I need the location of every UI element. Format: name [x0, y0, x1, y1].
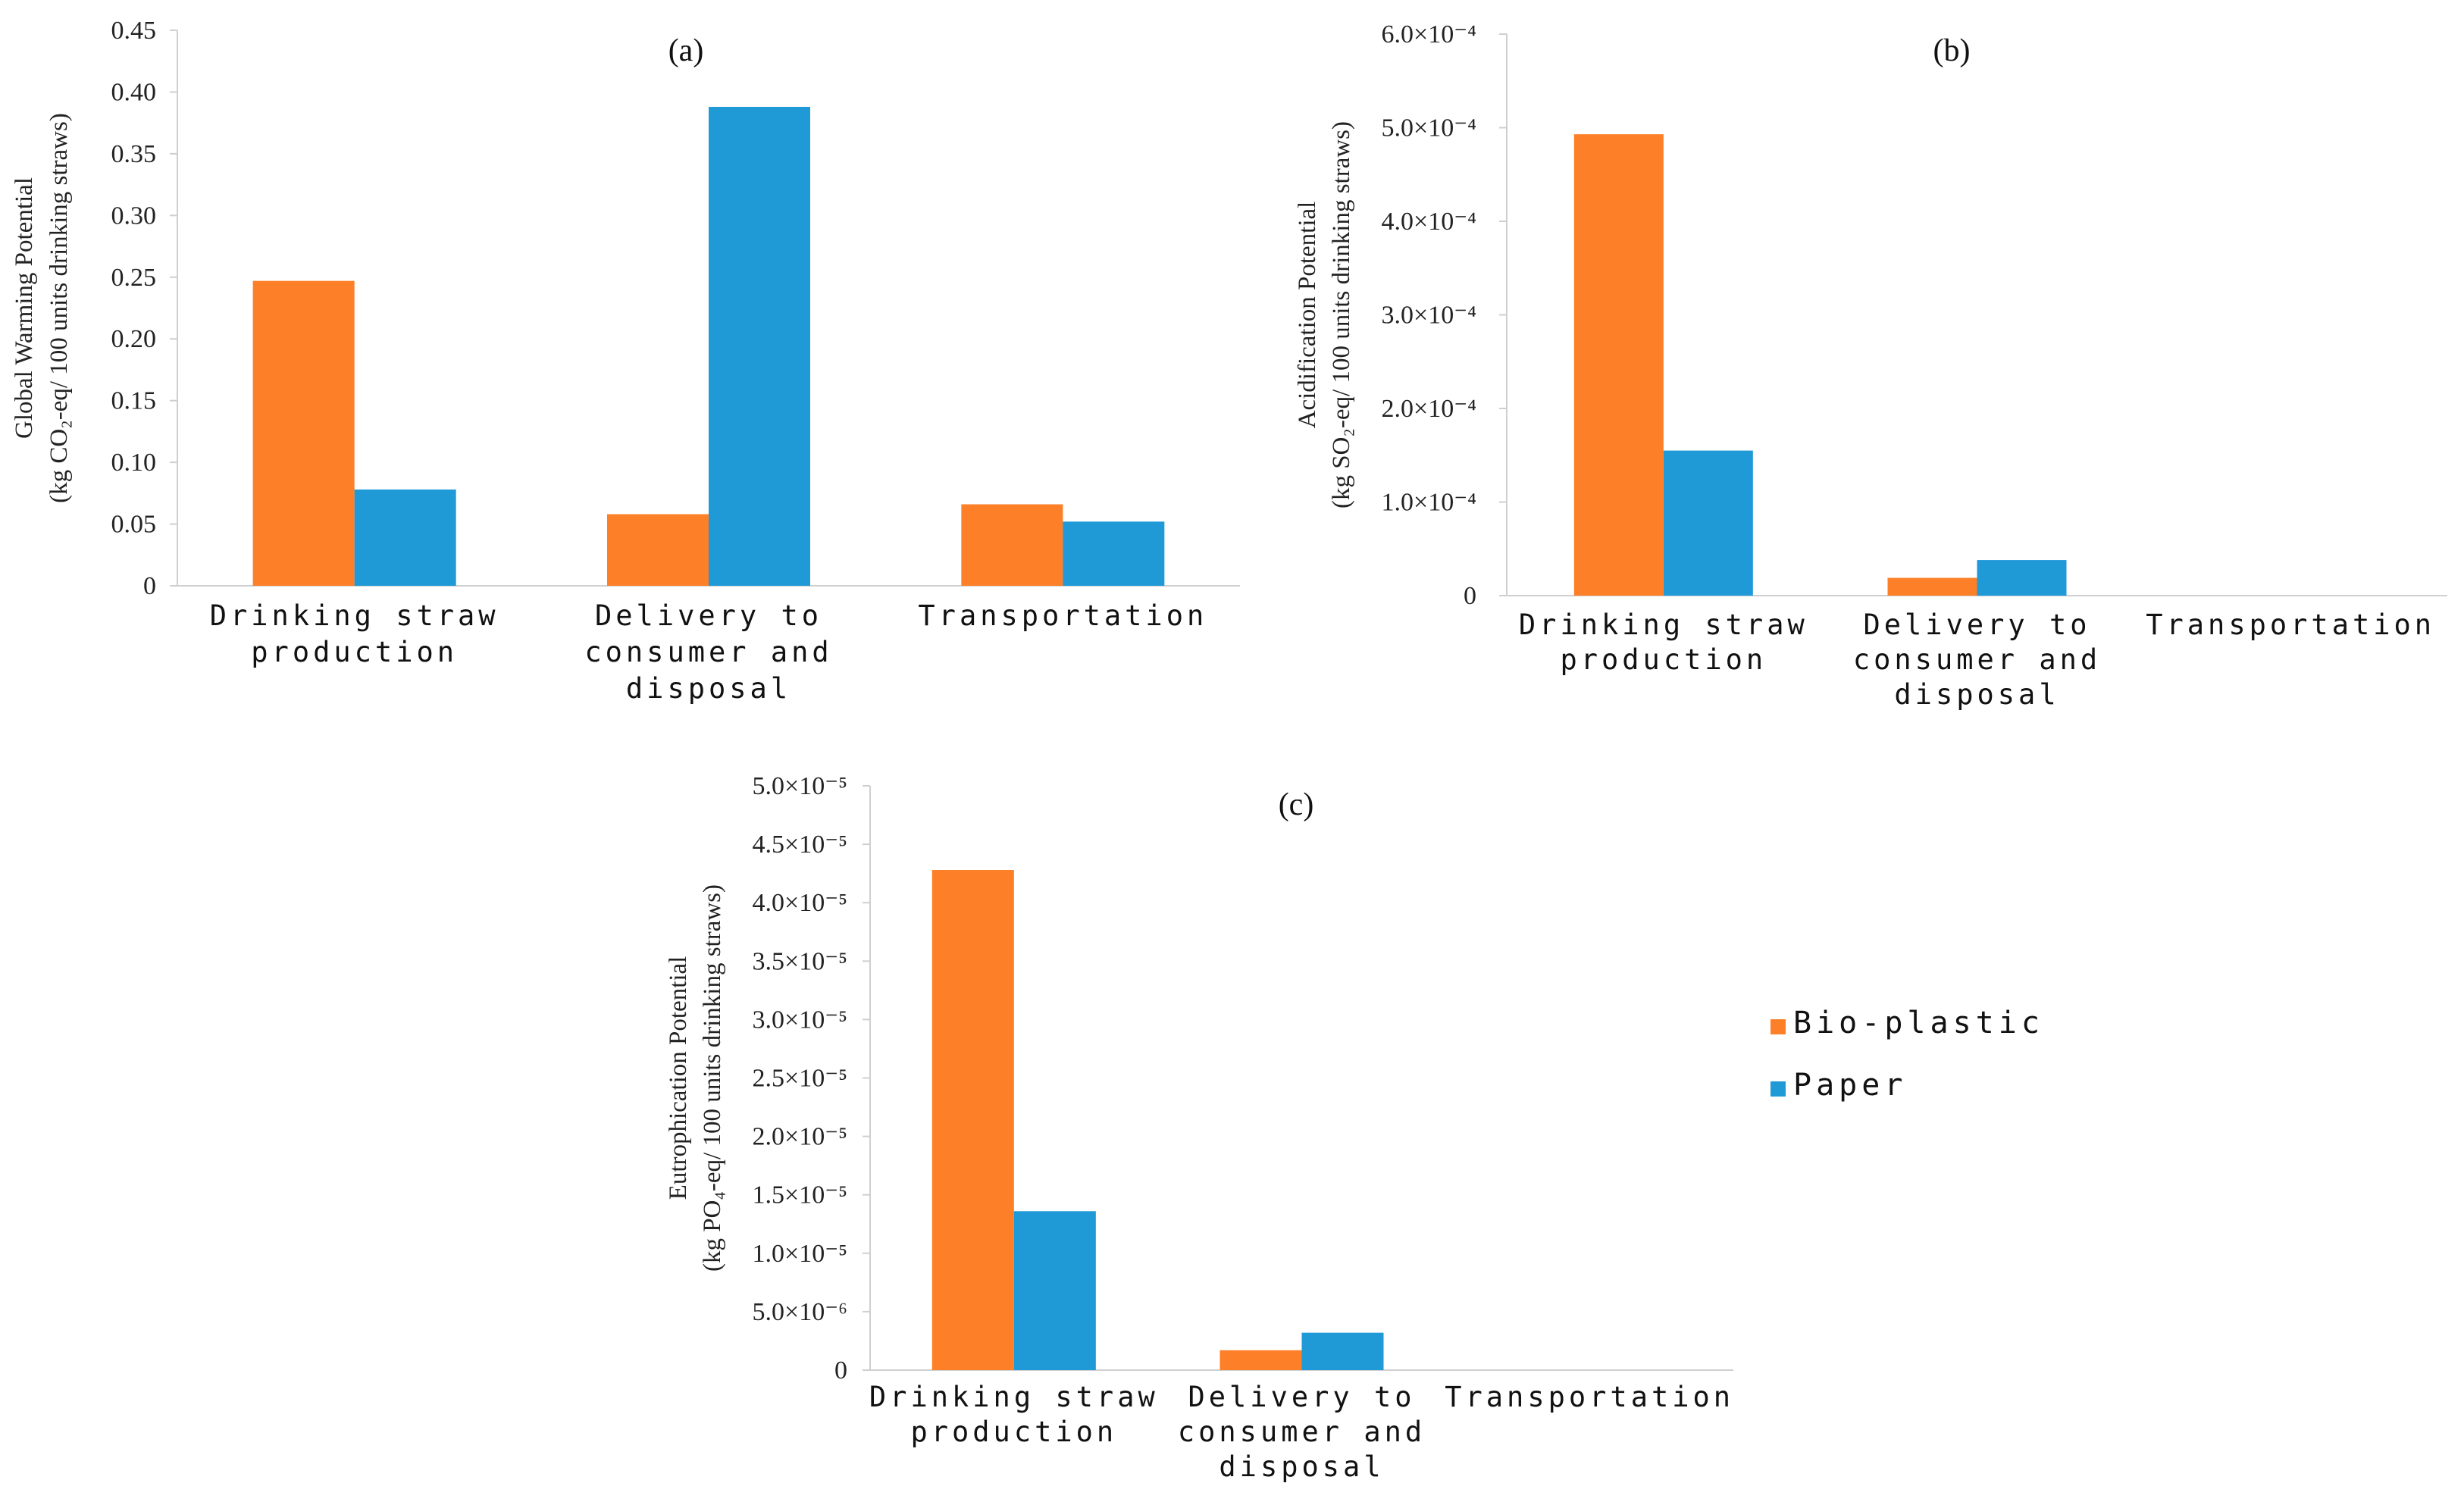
category-label: disposal [1894, 678, 2059, 711]
legend-label-paper: Paper [1793, 1068, 1907, 1103]
y-tick-label: 5.0×10⁻⁴ [1382, 114, 1476, 142]
category-label: disposal [626, 672, 791, 705]
category-label: production [251, 636, 458, 668]
y-axis-title: Acidification Potential [1294, 202, 1321, 429]
y-tick-label: 0.45 [111, 17, 157, 45]
category-label: consumer and [1853, 643, 2101, 676]
bar-paper-1 [1013, 1211, 1096, 1370]
panel-c: 0 5.0×10⁻⁶ 1.0×10⁻⁵ 1.5×10⁻⁵ 2.0×10⁻⁵ 2.5×10⁻… [665, 772, 1734, 1483]
y-tick-label: 0 [1464, 582, 1476, 610]
y-tick-label: 0.30 [111, 202, 157, 230]
bar-paper-1 [354, 489, 456, 586]
bar-paper-2 [709, 106, 810, 587]
y-tick-label: 2.5×10⁻⁵ [753, 1065, 847, 1093]
panel-title: (a) [668, 33, 704, 68]
category-label: Transportation [918, 599, 1207, 632]
y-tick-label: 0.05 [111, 511, 157, 539]
y-tick-label: 5.0×10⁻⁵ [753, 772, 847, 800]
category-label: consumer and [584, 636, 832, 668]
y-tick-label: 2.0×10⁻⁴ [1382, 395, 1476, 423]
category-label: Transportation [1445, 1381, 1734, 1413]
y-tick-label: 6.0×10⁻⁴ [1382, 20, 1476, 48]
category-label: production [910, 1416, 1117, 1448]
y-tick-label: 0 [143, 572, 156, 600]
category-label: Delivery to [1863, 609, 2090, 641]
category-label: consumer and [1178, 1416, 1426, 1448]
y-tick-label: 1.5×10⁻⁵ [753, 1181, 847, 1209]
category-label: Delivery to [1188, 1381, 1415, 1413]
y-tick-label: 5.0×10⁻⁶ [753, 1298, 847, 1326]
y-tick-label: 3.0×10⁻⁴ [1382, 302, 1476, 330]
category-label: disposal [1219, 1450, 1384, 1483]
y-tick-label: 4.0×10⁻⁴ [1382, 208, 1476, 236]
y-tick-label: 2.0×10⁻⁵ [753, 1123, 847, 1151]
panel-title: (c) [1279, 787, 1314, 822]
bar-bio-plastic-1 [252, 280, 355, 586]
y-tick-label: 0.25 [111, 264, 157, 292]
category-label: Drinking straw [210, 599, 499, 632]
y-axis-subtitle: (kg CO₂-eq/ 100 units drinking straws) [45, 113, 73, 503]
y-axis-title: Global Warming Potential [11, 177, 38, 439]
y-tick-label: 4.5×10⁻⁵ [753, 831, 847, 859]
y-tick-label: 0.10 [111, 449, 157, 477]
category-label: production [1560, 643, 1767, 676]
bar-paper-3 [1063, 521, 1165, 586]
bar-paper-2 [1977, 560, 2067, 596]
y-tick-label: 0.15 [111, 387, 157, 415]
category-label: Drinking straw [869, 1381, 1159, 1413]
panel-title: (b) [1933, 33, 1971, 68]
y-tick-label: 0.20 [111, 325, 157, 353]
category-label: Transportation [2146, 609, 2435, 641]
bar-paper-2 [1301, 1332, 1384, 1370]
bar-bio-plastic-2 [607, 514, 709, 586]
y-tick-label: 1.0×10⁻⁴ [1382, 489, 1476, 517]
y-tick-label: 3.5×10⁻⁵ [753, 947, 847, 975]
bar-bio-plastic-1 [931, 870, 1014, 1370]
y-axis-title: Eutrophication Potential [665, 956, 692, 1200]
y-tick-label: 0.35 [111, 140, 157, 168]
bar-paper-1 [1663, 450, 1753, 596]
y-tick-label: 3.0×10⁻⁵ [753, 1006, 847, 1034]
y-tick-label: 0 [834, 1356, 847, 1385]
panel-a: 0 0.05 0.10 0.15 0.20 0.25 0.30 0.35 0.40 0.45 Dri… [11, 17, 1240, 705]
panel-b: 0 1.0×10⁻⁴ 2.0×10⁻⁴ 3.0×10⁻⁴ 4.0×10⁻⁴ 5.0×10⁻… [1294, 20, 2447, 711]
y-axis-subtitle: (kg SO₂-eq/ 100 units drinking straws) [1328, 121, 1355, 508]
y-tick-label: 4.0×10⁻⁵ [753, 889, 847, 917]
legend-swatch-bio-plastic [1771, 1019, 1786, 1034]
legend-swatch-paper [1771, 1081, 1786, 1097]
y-tick-label: 1.0×10⁻⁵ [753, 1240, 847, 1268]
category-label: Delivery to [595, 599, 822, 632]
category-label: Drinking straw [1519, 609, 1808, 641]
bar-bio-plastic-1 [1573, 134, 1664, 596]
y-axis-subtitle: (kg PO₄-eq/ 100 units drinking straws) [699, 884, 726, 1272]
bar-bio-plastic-2 [1219, 1350, 1302, 1370]
bar-bio-plastic-3 [961, 504, 1063, 586]
legend: Bio-plastic Paper [1771, 1006, 2044, 1103]
legend-label-bio-plastic: Bio-plastic [1793, 1006, 2044, 1040]
y-tick-label: 0.40 [111, 78, 157, 106]
bar-bio-plastic-2 [1887, 577, 1977, 596]
